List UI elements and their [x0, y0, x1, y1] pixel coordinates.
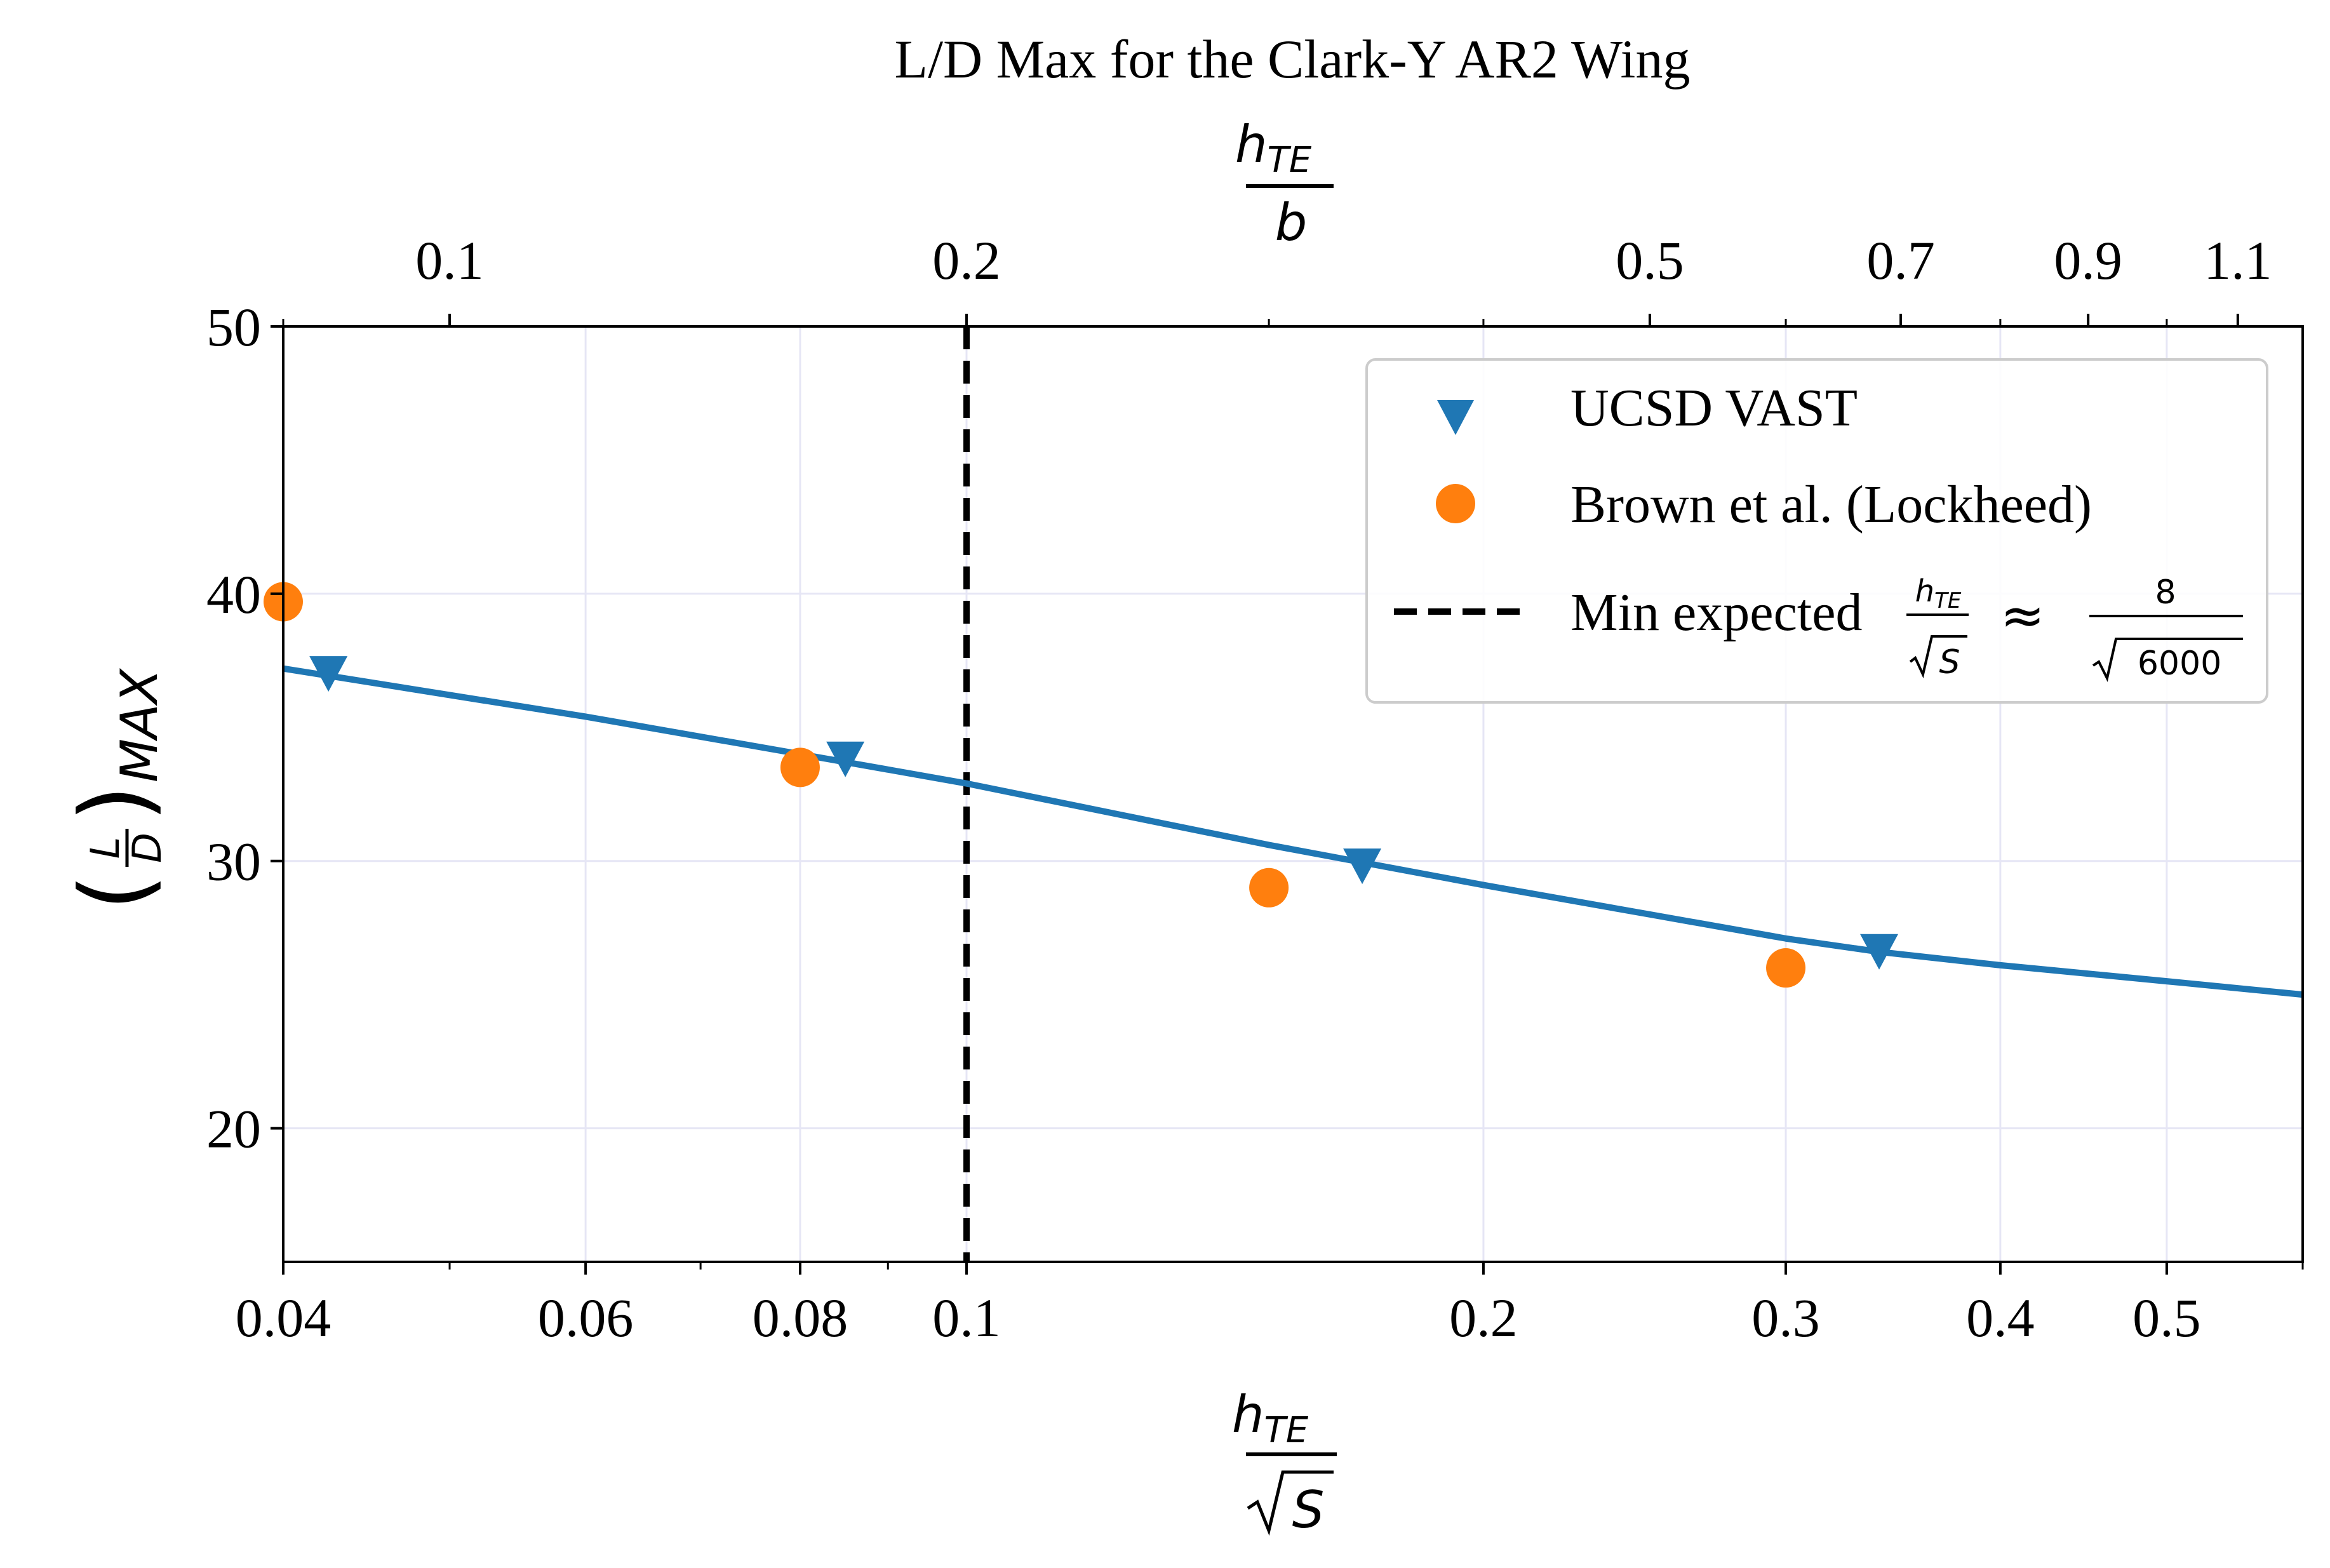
- legend-label-ucsd-vast: UCSD VAST: [1570, 379, 1858, 438]
- y-axis-label-d: D: [124, 833, 170, 863]
- top-tick-label-1: 0.2: [932, 230, 1001, 291]
- top-axis-label-b: b: [1275, 193, 1308, 252]
- x-tick-label-3: 0.1: [932, 1287, 1001, 1348]
- legend-frac-sub: TE: [1934, 588, 1962, 613]
- y-axis-label-close-paren: ): [60, 785, 171, 822]
- fit-curve-group: [283, 665, 2303, 998]
- point-ucsd-2: [1343, 848, 1382, 885]
- plot-frame: [282, 325, 2304, 1263]
- legend-box: [1365, 358, 2268, 704]
- point-ucsd-1: [826, 741, 865, 777]
- svg-text:hTE: hTE: [1915, 573, 1962, 613]
- x-axis-label-sub: TE: [1264, 1410, 1309, 1451]
- bottom-axis-ticks: 0.04 0.06 0.08 0.1 0.2 0.3 0.4 0.5: [236, 1262, 2304, 1348]
- x-axis-label: hTE S: [1232, 1385, 1337, 1539]
- x-tick-label-4: 0.2: [1449, 1287, 1518, 1348]
- data-points: [264, 582, 1899, 988]
- top-tick-label-0: 0.1: [415, 230, 484, 291]
- point-brown-1: [780, 747, 820, 787]
- chart-title: L/D Max for the Clark-Y AR2 Wing: [895, 29, 1691, 90]
- x-tick-label-5: 0.3: [1751, 1287, 1820, 1348]
- point-ucsd-0: [309, 656, 348, 692]
- top-tick-label-3: 0.7: [1866, 230, 1935, 291]
- legend-frac-s: S: [1939, 643, 1960, 681]
- y-tick-label-1: 30: [206, 831, 261, 892]
- legend-approx-symbol: ≈: [2000, 584, 2045, 647]
- top-axis-label: hTE b: [1235, 115, 1334, 252]
- x-tick-label-1: 0.06: [538, 1287, 634, 1348]
- legend-frac-6000: 6000: [2138, 645, 2221, 683]
- top-axis-label-h: h: [1235, 115, 1268, 174]
- top-tick-label-4: 0.9: [2054, 230, 2122, 291]
- legend-fraction-hte-sqrt-s: hTE S: [1906, 573, 1969, 681]
- legend-marker-triangle: [1437, 400, 1474, 435]
- legend-frac-8: 8: [2155, 573, 2176, 612]
- point-brown-2: [1249, 868, 1289, 908]
- legend-marker-circle: [1436, 484, 1475, 523]
- x-axis-label-s: S: [1292, 1480, 1325, 1539]
- point-ucsd-3: [1860, 934, 1899, 970]
- x-axis-label-sqrt-sign: [1247, 1470, 1334, 1536]
- x-tick-label-0: 0.04: [236, 1287, 331, 1348]
- svg-text:hTE: hTE: [1232, 1385, 1309, 1451]
- legend-fraction-8-sqrt-6000: 8 6000: [2089, 573, 2243, 683]
- y-axis-label-l: L: [82, 837, 128, 859]
- y-axis-label-open-paren: (: [60, 874, 171, 911]
- top-axis-label-sub: TE: [1268, 140, 1312, 181]
- top-tick-label-5: 1.1: [2204, 230, 2272, 291]
- point-brown-3: [1766, 948, 1806, 988]
- legend-frac-h: h: [1915, 573, 1934, 609]
- svg-text:hTE: hTE: [1235, 115, 1312, 181]
- legend-label-min-expected: Min expected: [1570, 583, 1863, 642]
- top-axis-ticks: 0.1 0.2 0.5 0.7 0.9 1.1: [282, 230, 2272, 326]
- y-tick-label-0: 20: [206, 1099, 261, 1160]
- legend: UCSD VAST Brown et al. (Lockheed) Min ex…: [1365, 358, 2268, 704]
- x-tick-label-7: 0.5: [2132, 1287, 2201, 1348]
- x-axis-label-h: h: [1232, 1385, 1264, 1444]
- x-tick-label-2: 0.08: [753, 1287, 848, 1348]
- y-tick-label-3: 50: [206, 297, 261, 358]
- top-tick-label-2: 0.5: [1616, 230, 1684, 291]
- fit-curve: [283, 665, 2303, 998]
- y-axis-label-sub: MAX: [110, 667, 169, 782]
- x-tick-label-6: 0.4: [1966, 1287, 2035, 1348]
- y-axis-label: ( L D ) MAX: [60, 667, 171, 911]
- y-axis-ticks: 20 30 40 50: [206, 297, 283, 1160]
- y-tick-label-2: 40: [206, 564, 261, 625]
- legend-label-brown: Brown et al. (Lockheed): [1570, 475, 2092, 534]
